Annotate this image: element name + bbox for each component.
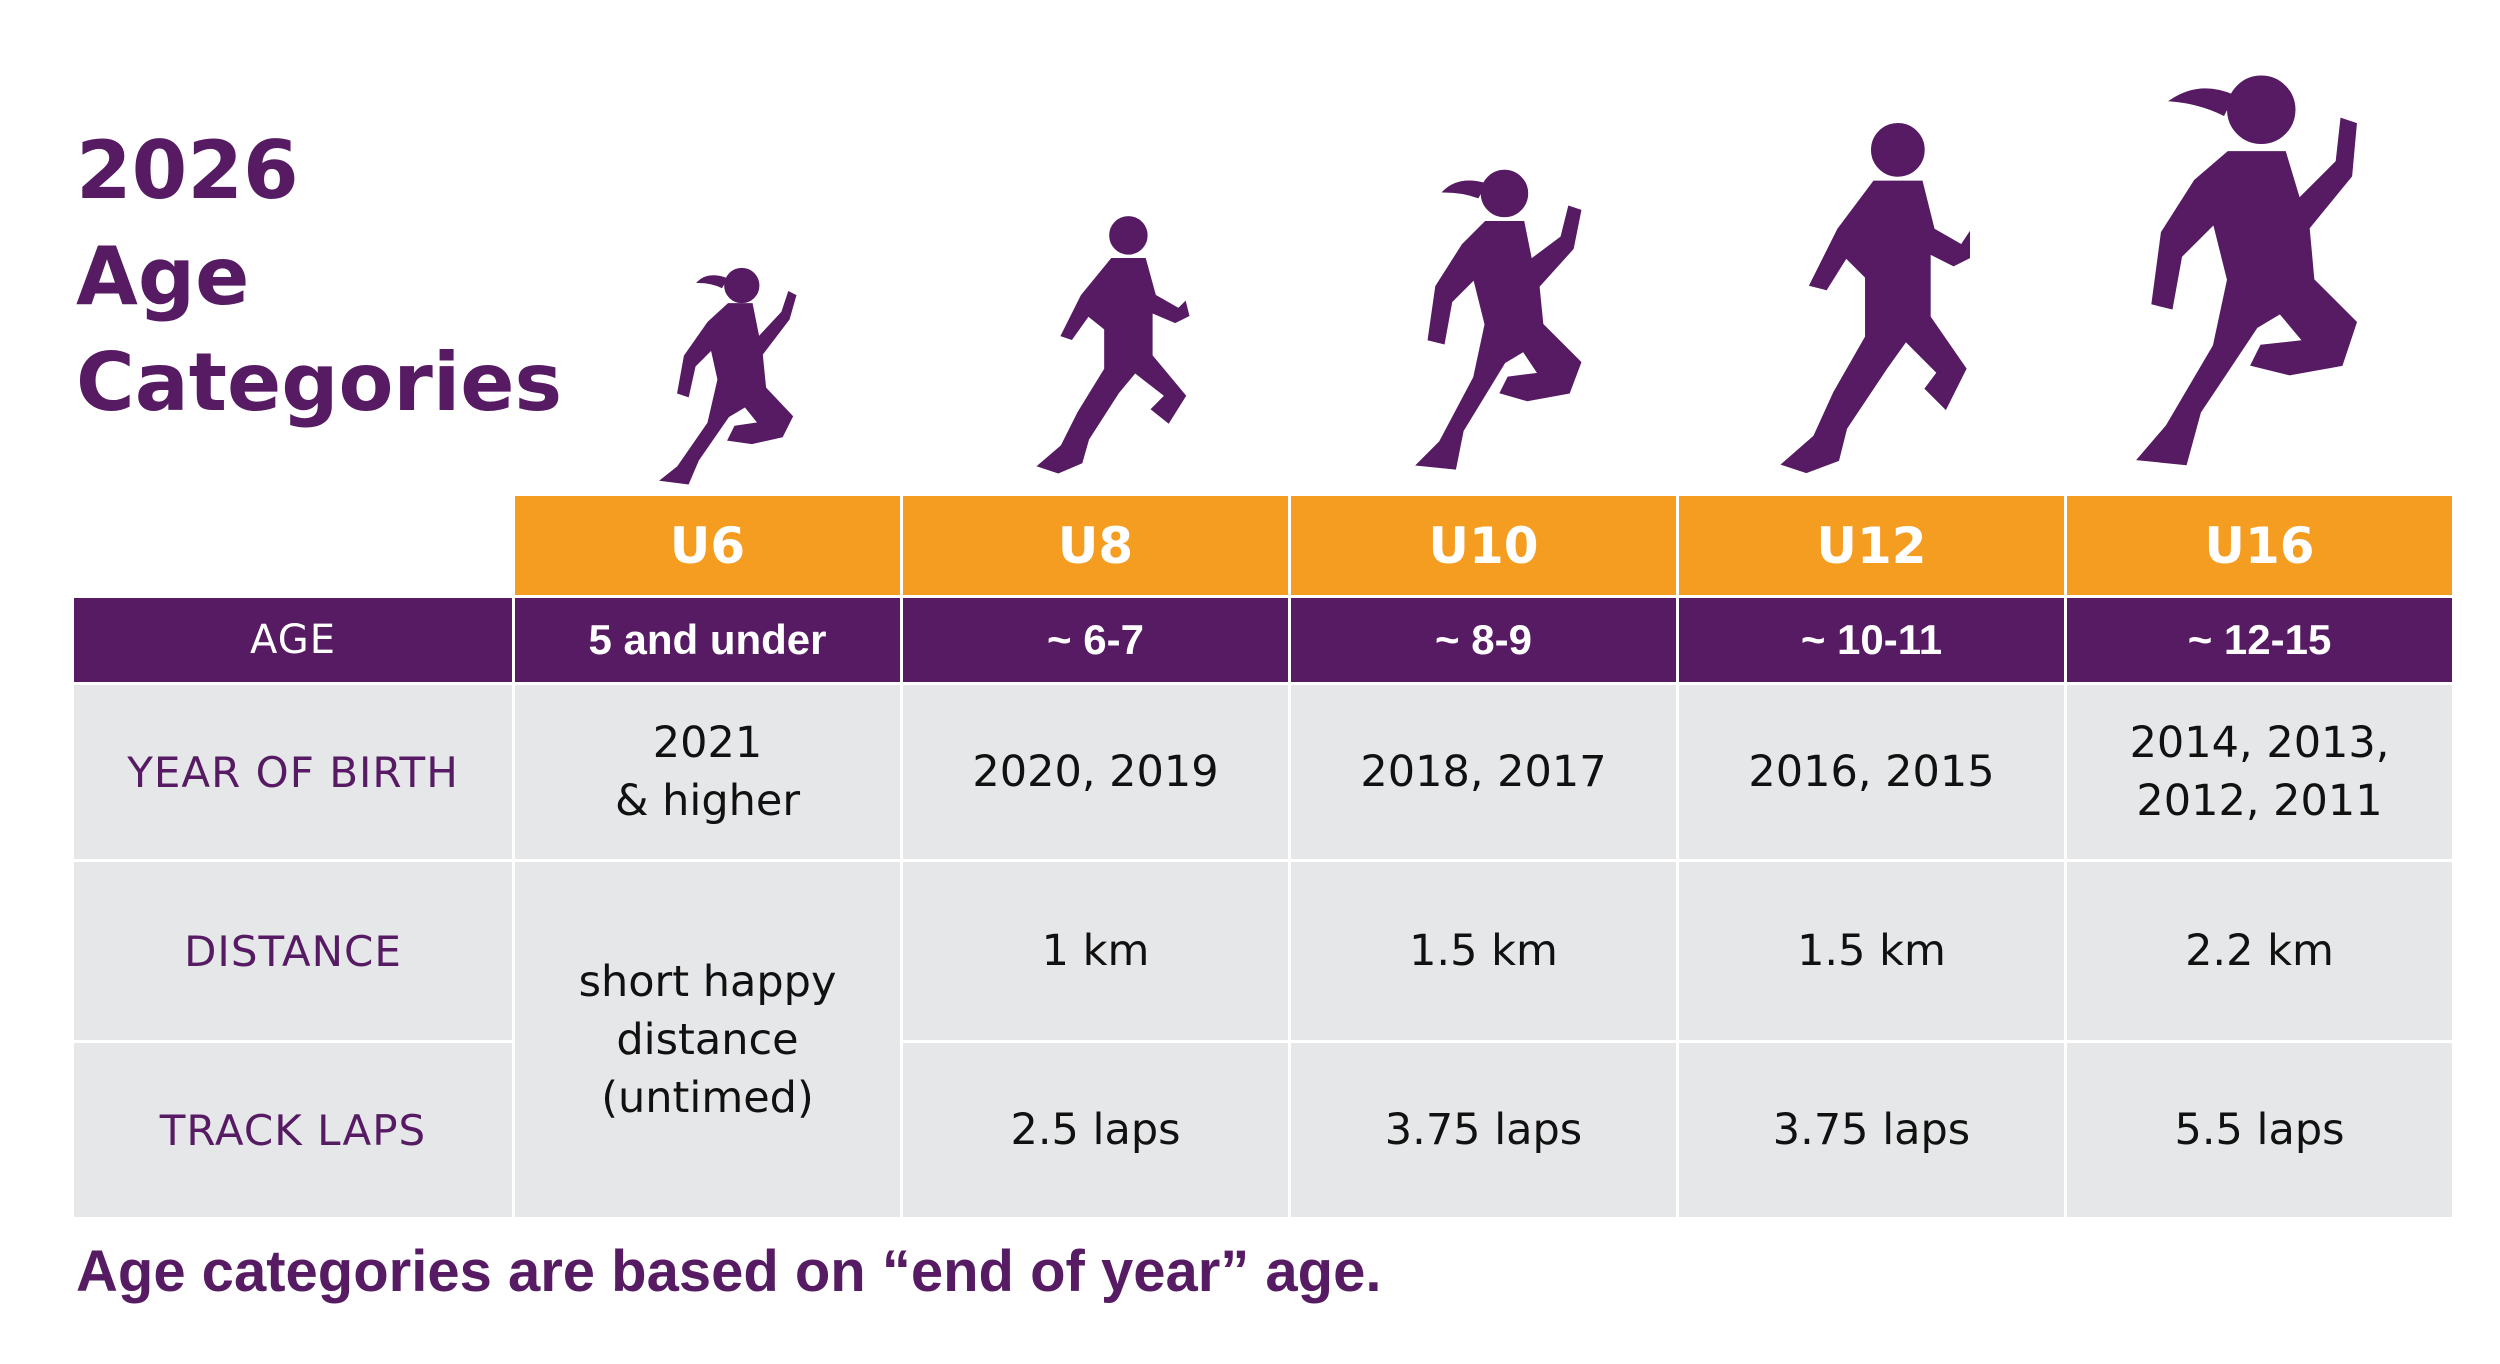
- age-value-u10: ~ 8-9: [1291, 598, 1676, 682]
- age-value-u12: ~ 10-11: [1679, 598, 2064, 682]
- title-line-age: Age: [76, 230, 250, 323]
- distance-u16: 2.2 km: [2067, 862, 2452, 1040]
- title-line-categories: Categories: [76, 336, 563, 429]
- year-of-birth-u10: 2018, 2017: [1291, 685, 1676, 859]
- footnote: Age categories are based on “end of year…: [76, 1239, 1382, 1304]
- row-header-age: AGE: [74, 598, 512, 682]
- category-header-u10: U10: [1291, 496, 1676, 595]
- track-laps-u16: 5.5 laps: [2067, 1043, 2452, 1217]
- year-of-birth-u12: 2016, 2015: [1679, 685, 2064, 859]
- track-laps-u8: 2.5 laps: [903, 1043, 1288, 1217]
- category-header-u8: U8: [903, 496, 1288, 595]
- distance-u10: 1.5 km: [1291, 862, 1676, 1040]
- runner-boy-icon: [1770, 118, 1970, 496]
- row-header-distance: DISTANCE: [74, 862, 512, 1040]
- distance-u8: 1 km: [903, 862, 1288, 1040]
- year-of-birth-u6: 2021 & higher: [515, 685, 900, 859]
- track-laps-u12: 3.75 laps: [1679, 1043, 2064, 1217]
- distance-u6: short happy distance (untimed): [515, 862, 900, 1217]
- table-corner: [74, 496, 512, 595]
- distance-u12: 1.5 km: [1679, 862, 2064, 1040]
- runner-girl-icon: [640, 262, 810, 497]
- age-value-u16: ~ 12-15: [2067, 598, 2452, 682]
- age-value-u6: 5 and under: [515, 598, 900, 682]
- category-header-u12: U12: [1679, 496, 2064, 595]
- row-header-track-laps: TRACK LAPS: [74, 1043, 512, 1217]
- track-laps-u10: 3.75 laps: [1291, 1043, 1676, 1217]
- page-title: 2026 Age Categories: [76, 118, 562, 436]
- age-value-u8: ~ 6-7: [903, 598, 1288, 682]
- category-header-u6: U6: [515, 496, 900, 595]
- row-header-year-of-birth: YEAR OF BIRTH: [74, 685, 512, 859]
- runner-boy-icon: [1020, 212, 1190, 496]
- year-of-birth-u8: 2020, 2019: [903, 685, 1288, 859]
- year-of-birth-u16: 2014, 2013, 2012, 2011: [2067, 685, 2452, 859]
- runner-girl-icon: [2110, 72, 2370, 497]
- category-header-u16: U16: [2067, 496, 2452, 595]
- title-year: 2026: [76, 124, 299, 217]
- runner-girl-icon: [1390, 165, 1600, 497]
- age-categories-table: U6 U8 U10 U12 U16 AGE 5 and under ~ 6-7 …: [74, 496, 2452, 1217]
